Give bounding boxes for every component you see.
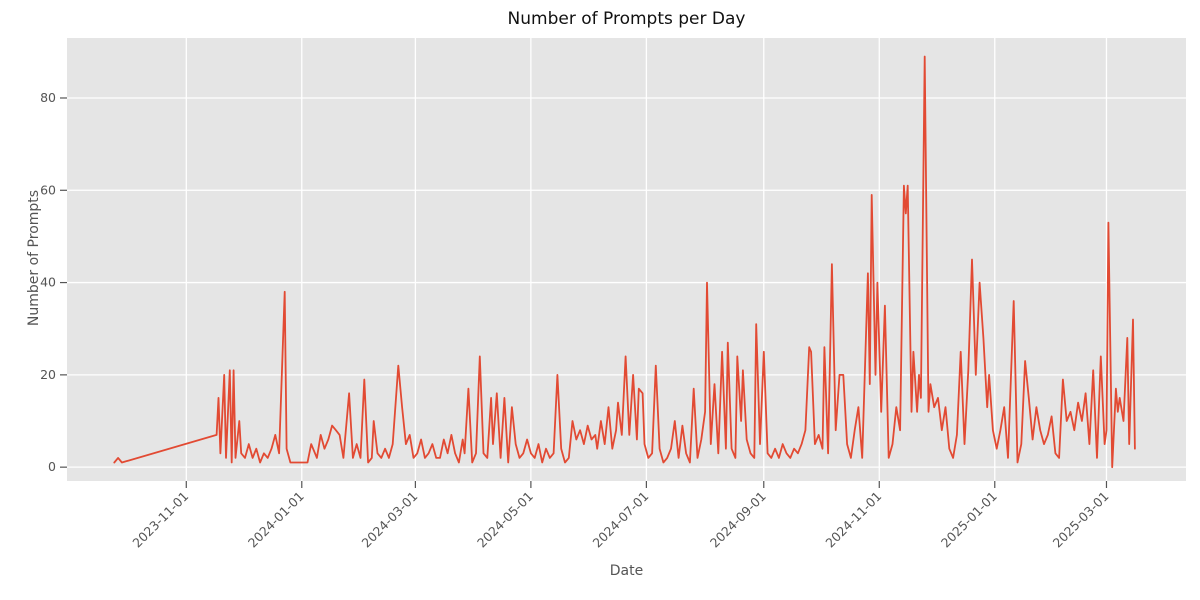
chart-title: Number of Prompts per Day	[507, 9, 746, 29]
x-tick-label: 2025-01-01	[938, 489, 1000, 551]
x-tick-label: 2024-03-01	[359, 489, 421, 551]
x-tick-label: 2024-01-01	[245, 489, 307, 551]
data-line-prompts-per-day	[113, 55, 1136, 469]
y-tick-label: 0	[48, 459, 56, 474]
y-tick-label: 80	[40, 90, 56, 105]
x-tick-label: 2024-07-01	[590, 489, 652, 551]
plot-background	[67, 38, 1186, 481]
x-axis-label: Date	[609, 563, 644, 579]
y-axis-label: Number of Prompts	[26, 189, 42, 327]
y-tick-label: 40	[40, 275, 56, 290]
y-tick-label: 20	[40, 367, 56, 382]
y-tick-label: 60	[40, 182, 56, 197]
x-tick-label: 2024-09-01	[707, 489, 769, 551]
x-tick-label: 2024-05-01	[474, 489, 536, 551]
x-tick-label: 2025-03-01	[1050, 489, 1112, 551]
x-tick-label: 2024-11-01	[822, 489, 884, 551]
x-tick-label: 2023-11-01	[129, 489, 191, 551]
